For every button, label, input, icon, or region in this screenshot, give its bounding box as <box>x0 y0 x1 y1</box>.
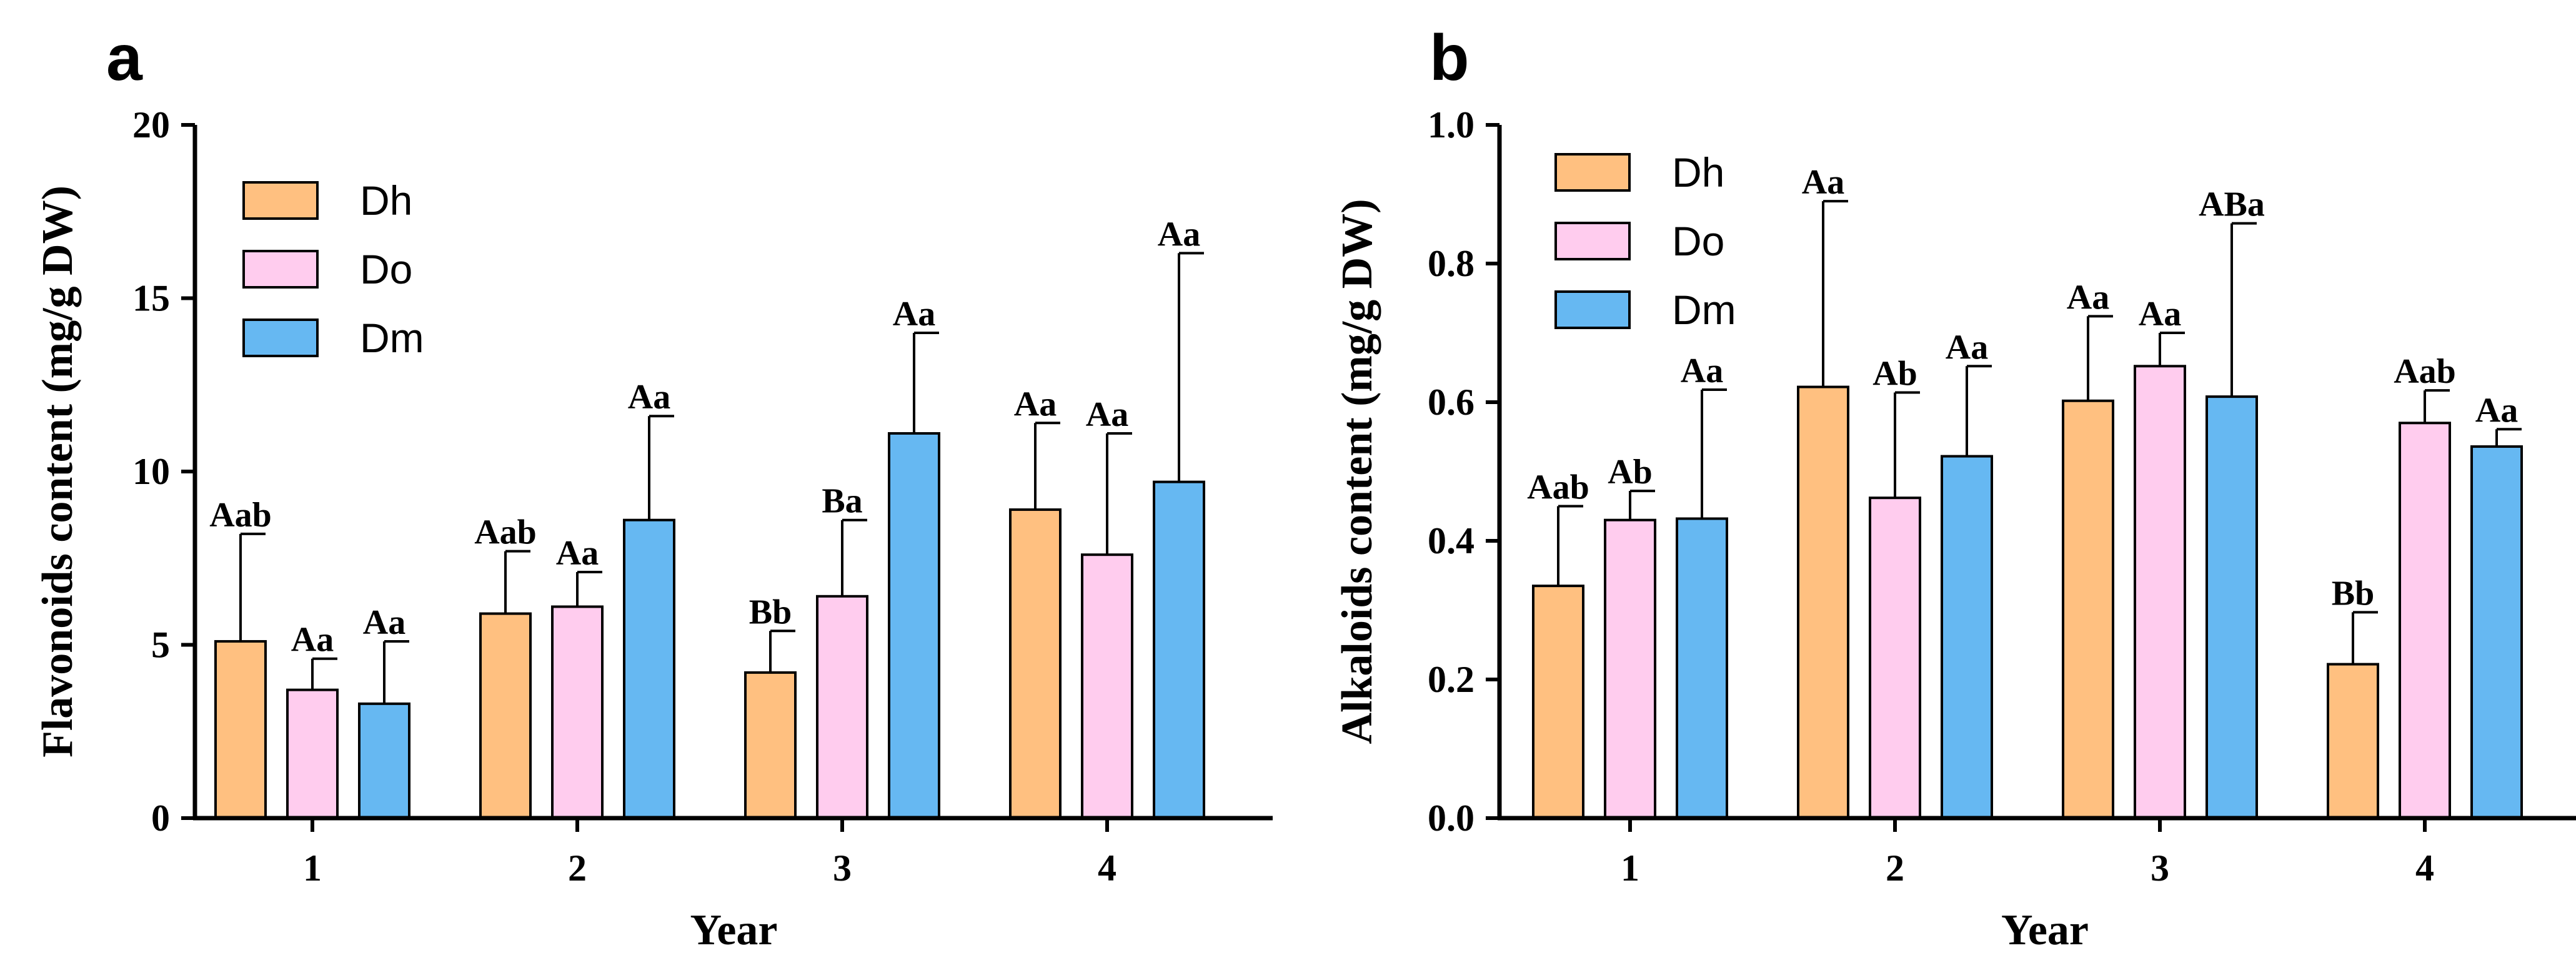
significance-label: Ab <box>1872 354 1917 393</box>
y-tick-label: 1.0 <box>1428 104 1474 146</box>
bar-Do-2 <box>1869 496 1921 819</box>
bar-Do-1 <box>1604 518 1656 819</box>
legend-label-Dh: Dh <box>360 177 412 224</box>
y-tick-label: 0 <box>151 798 170 839</box>
significance-label: Aa <box>291 621 334 659</box>
bar-Dm-2 <box>623 518 675 819</box>
bar-Dh-2 <box>479 612 532 819</box>
chart-panel-b: Aab Aa Aa Bb Ab Ab Aa Aab Aa Aa ABa Aa 0.0 0.2 0.4 0.6 0… <box>1333 104 2576 954</box>
bar-Dh-2 <box>1797 385 1849 819</box>
significance-label: Aa <box>1086 395 1128 434</box>
x-tick-label: 3 <box>2151 847 2169 889</box>
significance-label: Aa <box>1802 163 1844 202</box>
legend-label-Dm: Dm <box>1672 287 1736 333</box>
significance-label: Aa <box>363 603 405 642</box>
significance-label: Aa <box>556 534 599 573</box>
legend-swatch-Dh <box>1554 153 1631 192</box>
legend-swatch-Dm <box>1554 290 1631 329</box>
legend-swatch-Dh <box>242 181 319 220</box>
significance-label: ABa <box>2199 185 2265 224</box>
y-tick-label: 10 <box>132 451 170 492</box>
y-tick-label: 5 <box>151 625 170 666</box>
bar-Do-2 <box>551 605 604 819</box>
chart-panel-a: Aab Aab Bb Aa Aa Aa Ba Aa Aa Aa Aa Aa 0 5 10 15 20 1 2 3 4 Ye… <box>34 104 1273 954</box>
significance-label: Ba <box>822 482 862 521</box>
y-tick-label: 0.6 <box>1428 382 1474 423</box>
y-tick-label: 0.0 <box>1428 798 1474 839</box>
bar-Dm-4 <box>1153 480 1205 819</box>
legend-label-Do: Do <box>360 246 412 292</box>
legend-swatch-Do <box>1554 222 1631 260</box>
y-tick-label: 0.2 <box>1428 659 1474 700</box>
bar-Do-1 <box>286 688 339 820</box>
legend-label-Dh: Dh <box>1672 149 1724 195</box>
x-tick-label: 1 <box>1621 847 1639 889</box>
bar-Dm-4 <box>2470 445 2523 819</box>
panel-letter-b: b <box>1430 22 1470 94</box>
bar-Dh-1 <box>1532 585 1584 820</box>
bar-Dh-4 <box>1009 508 1062 819</box>
bar-Dm-1 <box>358 702 410 819</box>
x-tick-label: 3 <box>833 847 852 889</box>
significance-label: Aa <box>1681 352 1723 390</box>
x-tick-label: 2 <box>1886 847 1904 889</box>
y-tick-label: 0.8 <box>1428 243 1474 284</box>
bar-Dh-1 <box>214 640 267 819</box>
significance-label: Aab <box>2394 352 2456 391</box>
significance-label: Aa <box>1158 215 1200 254</box>
x-axis-title: Year <box>2001 906 2089 954</box>
panel-letter-a: a <box>106 22 143 94</box>
bar-Dh-3 <box>2062 399 2114 819</box>
bar-Dh-3 <box>744 671 797 820</box>
significance-label: Aab <box>474 513 537 552</box>
significance-label: Aa <box>2475 391 2518 430</box>
significance-label: Bb <box>749 593 792 631</box>
y-tick-label: 15 <box>132 278 170 319</box>
significance-label: Bb <box>2332 574 2375 613</box>
bar-Dm-3 <box>2206 395 2258 819</box>
bar-Do-4 <box>2399 422 2451 819</box>
legend-swatch-Do <box>242 250 319 289</box>
bar-Do-3 <box>2134 365 2186 819</box>
significance-label: Aab <box>209 496 272 535</box>
y-tick-label: 0.4 <box>1428 520 1474 561</box>
significance-label: Ab <box>1608 453 1653 491</box>
bar-Do-4 <box>1081 553 1133 819</box>
bar-Dm-3 <box>888 432 940 819</box>
significance-label: Aa <box>1014 385 1057 423</box>
legend-swatch-Dm <box>242 319 319 357</box>
y-axis-title: Alkaloids content (mg/g DW) <box>1333 199 1381 744</box>
bar-Dh-4 <box>2327 663 2379 819</box>
x-tick-label: 2 <box>568 847 587 889</box>
x-tick-label: 1 <box>303 847 322 889</box>
x-tick-label: 4 <box>2415 847 2434 889</box>
y-tick-label: 20 <box>132 104 170 146</box>
significance-label: Aab <box>1527 468 1589 507</box>
significance-label: Aa <box>628 378 670 417</box>
x-axis-title: Year <box>690 906 778 954</box>
significance-label: Aa <box>1946 328 1988 367</box>
legend-label-Do: Do <box>1672 218 1724 264</box>
y-axis-title: Flavonoids content (mg/g DW) <box>34 185 82 758</box>
legend-label-Dm: Dm <box>360 315 424 361</box>
significance-label: Aa <box>2067 278 2109 317</box>
bar-Dm-2 <box>1941 455 1993 819</box>
significance-label: Aa <box>893 295 935 333</box>
significance-label: Aa <box>2139 295 2181 333</box>
bar-Do-3 <box>816 595 868 819</box>
bar-Dm-1 <box>1676 517 1728 819</box>
x-tick-label: 4 <box>1098 847 1116 889</box>
